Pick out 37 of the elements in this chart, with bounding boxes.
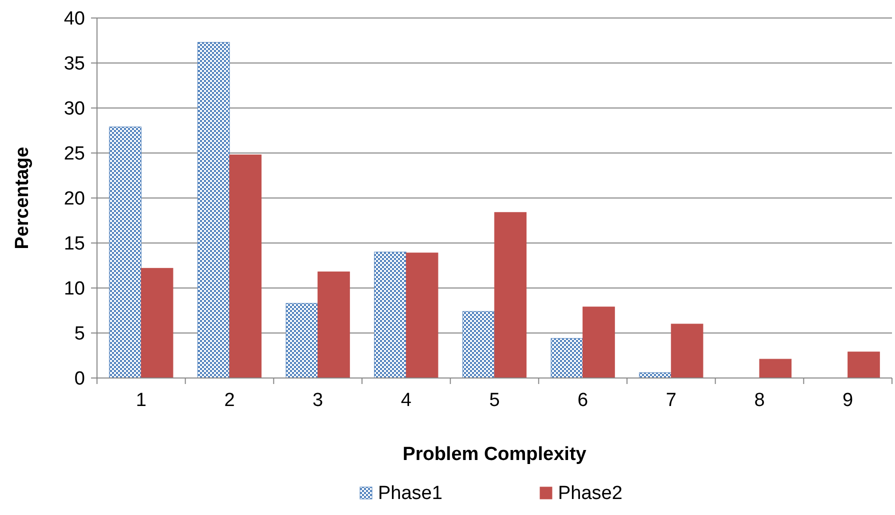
legend-label: Phase2	[558, 483, 622, 504]
y-tick-label: 30	[64, 98, 85, 120]
bar	[318, 272, 350, 378]
x-tick-label: 5	[489, 390, 500, 411]
bar	[759, 358, 792, 378]
bar	[582, 306, 615, 378]
y-tick-label: 35	[64, 54, 85, 75]
x-tick-label: 4	[400, 390, 412, 411]
y-tick-label: 10	[64, 278, 85, 300]
bar	[140, 268, 174, 378]
bar	[462, 311, 495, 378]
x-tick-label: 7	[666, 390, 676, 411]
bar	[848, 352, 880, 378]
x-tick-label: 9	[842, 390, 854, 411]
bar	[550, 338, 584, 378]
x-tick-label: 1	[136, 390, 146, 411]
bar	[109, 126, 142, 378]
bar	[670, 324, 704, 378]
y-axis-title: Percentage	[12, 146, 33, 250]
bar	[406, 252, 438, 378]
y-tick-label: 20	[64, 188, 85, 210]
y-tick-label: 5	[74, 324, 85, 345]
x-tick-label: 8	[754, 390, 765, 411]
bar	[286, 303, 318, 378]
bar	[374, 252, 406, 378]
legend-label: Phase1	[378, 483, 442, 504]
x-tick-label: 2	[224, 390, 235, 411]
y-tick-label: 40	[64, 8, 85, 30]
bar	[197, 42, 230, 378]
x-axis-title: Problem Complexity	[402, 444, 587, 465]
bar	[494, 212, 527, 378]
x-tick-label: 6	[578, 390, 588, 411]
y-tick-label: 15	[64, 234, 85, 255]
bar	[229, 154, 262, 378]
y-tick-label: 0	[74, 368, 85, 390]
y-tick-label: 25	[64, 144, 85, 165]
x-tick-label: 3	[312, 390, 324, 411]
